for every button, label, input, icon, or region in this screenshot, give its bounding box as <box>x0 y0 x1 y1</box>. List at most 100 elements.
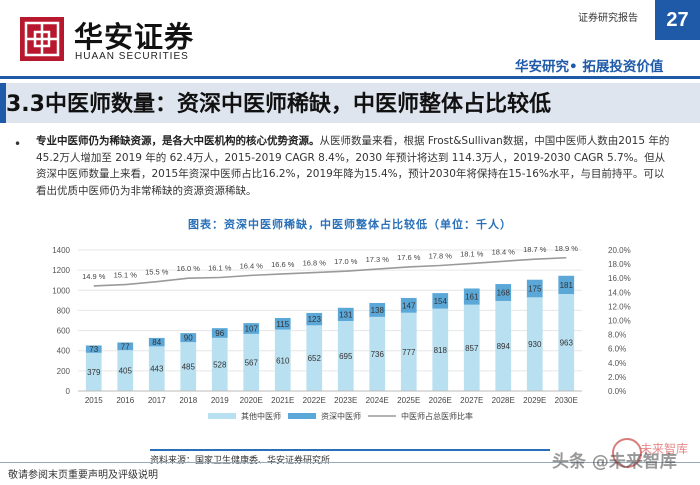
report-type: 证券研究报告 <box>578 13 638 24</box>
ratio-label: 16.8 % <box>303 259 327 268</box>
y-tick-label: 400 <box>57 347 71 356</box>
brand-name-en: HUAAN SECURITIES <box>75 51 189 62</box>
x-tick-label: 2030E <box>555 396 578 405</box>
bar-senior <box>211 328 228 338</box>
tagline: 华安研究• 拓展投资价值 <box>515 59 664 75</box>
title-bar <box>0 83 700 123</box>
ratio-label: 18.1 % <box>460 249 484 258</box>
title-accent <box>0 83 6 123</box>
page-number: 27 <box>655 0 700 40</box>
y-tick-label: 800 <box>57 306 71 315</box>
x-tick-label: 2029E <box>523 396 546 405</box>
watermark-logo-icon <box>612 438 642 468</box>
y2-tick-label: 6.0% <box>608 345 626 354</box>
bar-senior-label: 73 <box>89 345 98 354</box>
bar-other-label: 777 <box>402 348 416 357</box>
legend-swatch-senior <box>288 413 316 419</box>
bar-senior-label: 175 <box>528 285 542 294</box>
bar-senior-label: 90 <box>184 334 193 343</box>
chart-x-axis: 2015 2016 2017 2018 2019 2020E 2021E 2022E 2023E… <box>78 390 582 405</box>
bar-senior <box>558 275 575 295</box>
bar-senior-label: 115 <box>276 320 289 329</box>
section-title: 3.3中医师数量：资深中医师稀缺，中医师整体占比较低 <box>6 92 551 117</box>
bar-senior <box>117 342 134 351</box>
y-tick-label: 0 <box>66 387 71 396</box>
source-divider <box>150 449 550 451</box>
bar-other <box>463 304 480 391</box>
x-tick-label: 2016 <box>116 396 134 405</box>
bar-senior-label: 154 <box>434 297 448 306</box>
legend-label-senior: 资深中医师 <box>321 411 361 421</box>
y2-tick-label: 4.0% <box>608 359 626 368</box>
bar-other <box>180 342 197 391</box>
chart-legend: 其他中医师 资深中医师 中医师占总医师比率 <box>208 411 473 421</box>
x-tick-label: 2015 <box>85 396 103 405</box>
y2-tick-label: 8.0% <box>608 331 626 340</box>
chart-bars: 379 73 405 77 443 84 485 90 528 96 567 107 610 115 652… <box>85 275 575 391</box>
x-tick-label: 2021E <box>271 396 294 405</box>
bar-senior <box>495 284 512 301</box>
bar-senior <box>85 345 102 353</box>
ratio-label: 14.9 % <box>82 272 106 281</box>
chart: 0 200 400 600 800 1000 1200 1400 0.0% 2.0% 4.0% 6.… <box>52 244 631 421</box>
x-tick-label: 2025E <box>397 396 420 405</box>
bar-senior <box>274 317 291 330</box>
bar-other-label: 379 <box>87 368 101 377</box>
bar-other <box>148 346 165 391</box>
bar-senior-label: 131 <box>339 310 353 319</box>
bar-other <box>432 308 449 391</box>
ratio-label: 16.4 % <box>240 261 264 270</box>
y-tick-label: 1000 <box>52 286 70 295</box>
bar-senior <box>337 307 354 322</box>
bar-other-label: 857 <box>465 344 479 353</box>
x-tick-label: 2027E <box>460 396 483 405</box>
bar-senior <box>180 333 197 343</box>
y2-tick-label: 16.0% <box>608 274 631 283</box>
bar-other-label: 963 <box>560 339 574 348</box>
bar-other-label: 405 <box>119 367 133 376</box>
bar-senior-label: 107 <box>245 325 259 334</box>
ratio-label: 17.6 % <box>397 253 421 262</box>
bar-senior-label: 161 <box>465 293 479 302</box>
ratio-label: 18.7 % <box>523 245 547 254</box>
y2-tick-label: 2.0% <box>608 373 626 382</box>
legend-label-line: 中医师占总医师比率 <box>401 411 473 421</box>
bar-senior <box>306 312 323 326</box>
watermark-overlay: 未来智库 <box>640 442 689 456</box>
bar-senior <box>526 279 543 298</box>
y2-tick-label: 14.0% <box>608 288 631 297</box>
bar-other-label: 567 <box>245 358 259 367</box>
header-divider <box>0 76 700 79</box>
y2-tick-label: 20.0% <box>608 246 631 255</box>
footer-divider <box>0 462 700 463</box>
y2-tick-label: 18.0% <box>608 260 631 269</box>
ratio-label: 16.0 % <box>177 264 201 273</box>
watermark: 头条 @未来智库 <box>552 452 677 472</box>
bar-other <box>337 321 354 391</box>
chart-source: 资料来源：国家卫生健康委、华安证券研究所 <box>150 456 331 466</box>
bar-other-label: 736 <box>371 350 385 359</box>
footer-disclaimer: 敬请参阅末页重要声明及评级说明 <box>8 470 158 481</box>
brand-logo-icon <box>20 17 64 61</box>
bar-senior <box>432 293 449 309</box>
bar-other <box>243 333 260 391</box>
bar-other-label: 528 <box>213 360 227 369</box>
x-tick-label: 2018 <box>179 396 197 405</box>
bar-other <box>369 316 386 391</box>
ratio-label: 15.1 % <box>114 271 138 280</box>
bar-senior-label: 138 <box>371 306 385 315</box>
bullet-icon: • <box>14 137 22 151</box>
body-lead: 专业中医师仍为稀缺资源，是各大中医机构的核心优势资源。 <box>36 135 320 147</box>
bar-other <box>526 297 543 391</box>
bar-senior <box>148 337 165 347</box>
bar-other-label: 610 <box>276 356 290 365</box>
ratio-label: 18.9 % <box>555 244 579 253</box>
x-tick-label: 2028E <box>492 396 515 405</box>
ratio-label: 18.4 % <box>492 247 516 256</box>
y2-tick-label: 12.0% <box>608 302 631 311</box>
bar-senior <box>463 288 480 305</box>
bar-senior-label: 147 <box>402 301 416 310</box>
bar-other-label: 930 <box>528 340 542 349</box>
ratio-label: 16.1 % <box>208 263 232 272</box>
legend-label-other: 其他中医师 <box>241 411 281 421</box>
